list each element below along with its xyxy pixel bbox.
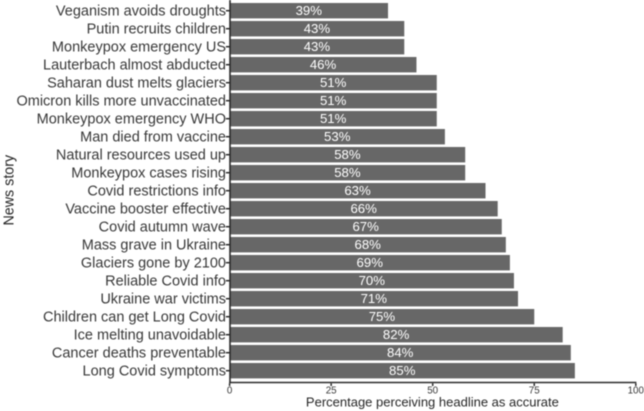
svg-text:Monkeypox emergency US: Monkeypox emergency US [52, 40, 226, 56]
svg-text:25: 25 [326, 386, 337, 397]
svg-text:75%: 75% [369, 309, 396, 324]
svg-text:51%: 51% [320, 93, 347, 108]
svg-text:84%: 84% [387, 345, 414, 360]
svg-text:67%: 67% [352, 219, 379, 234]
svg-text:58%: 58% [334, 165, 361, 180]
svg-text:100: 100 [628, 386, 644, 397]
svg-text:Percentage perceiving headline: Percentage perceiving headline as accura… [306, 394, 559, 409]
svg-text:51%: 51% [320, 75, 347, 90]
svg-text:Saharan dust melts glaciers: Saharan dust melts glaciers [47, 76, 226, 92]
svg-text:Lauterbach almost abducted: Lauterbach almost abducted [43, 58, 226, 74]
svg-text:85%: 85% [389, 363, 416, 378]
svg-text:71%: 71% [361, 291, 388, 306]
svg-text:66%: 66% [350, 201, 377, 216]
svg-text:Putin recruits children: Putin recruits children [87, 22, 226, 38]
svg-text:Mass grave in Ukraine: Mass grave in Ukraine [82, 238, 226, 254]
svg-text:75: 75 [529, 386, 540, 397]
svg-text:Long Covid symptoms: Long Covid symptoms [83, 364, 226, 380]
svg-text:Ice melting unavoidable: Ice melting unavoidable [74, 328, 226, 344]
svg-text:70%: 70% [359, 273, 386, 288]
svg-text:39%: 39% [296, 3, 323, 18]
svg-text:43%: 43% [304, 39, 331, 54]
svg-text:Children can get Long Covid: Children can get Long Covid [43, 310, 226, 326]
svg-text:0: 0 [227, 386, 233, 397]
svg-text:Omicron kills more unvaccinate: Omicron kills more unvaccinated [16, 94, 226, 110]
svg-text:Monkeypox emergency WHO: Monkeypox emergency WHO [37, 112, 226, 128]
svg-text:Monkeypox cases rising: Monkeypox cases rising [71, 166, 226, 182]
svg-text:Covid autumn wave: Covid autumn wave [99, 220, 226, 236]
svg-text:Man died from vaccine: Man died from vaccine [80, 130, 226, 146]
svg-text:Glaciers gone by 2100: Glaciers gone by 2100 [81, 256, 226, 272]
svg-text:68%: 68% [355, 237, 382, 252]
svg-text:43%: 43% [304, 21, 331, 36]
svg-text:51%: 51% [320, 111, 347, 126]
svg-text:Natural resources used up: Natural resources used up [56, 148, 226, 164]
svg-text:Veganism avoids droughts: Veganism avoids droughts [56, 4, 226, 20]
svg-text:82%: 82% [383, 327, 410, 342]
svg-text:58%: 58% [334, 147, 361, 162]
svg-text:63%: 63% [344, 183, 371, 198]
svg-text:News story: News story [2, 154, 18, 226]
svg-text:69%: 69% [357, 255, 384, 270]
svg-text:Reliable Covid info: Reliable Covid info [105, 274, 226, 290]
svg-text:Vaccine booster effective: Vaccine booster effective [65, 202, 226, 218]
svg-text:Ukraine war victims: Ukraine war victims [100, 292, 226, 308]
svg-text:46%: 46% [310, 57, 337, 72]
svg-text:Cancer deaths preventable: Cancer deaths preventable [52, 346, 226, 362]
svg-text:50: 50 [427, 386, 438, 397]
svg-text:Covid restrictions info: Covid restrictions info [87, 184, 226, 200]
svg-text:53%: 53% [324, 129, 351, 144]
